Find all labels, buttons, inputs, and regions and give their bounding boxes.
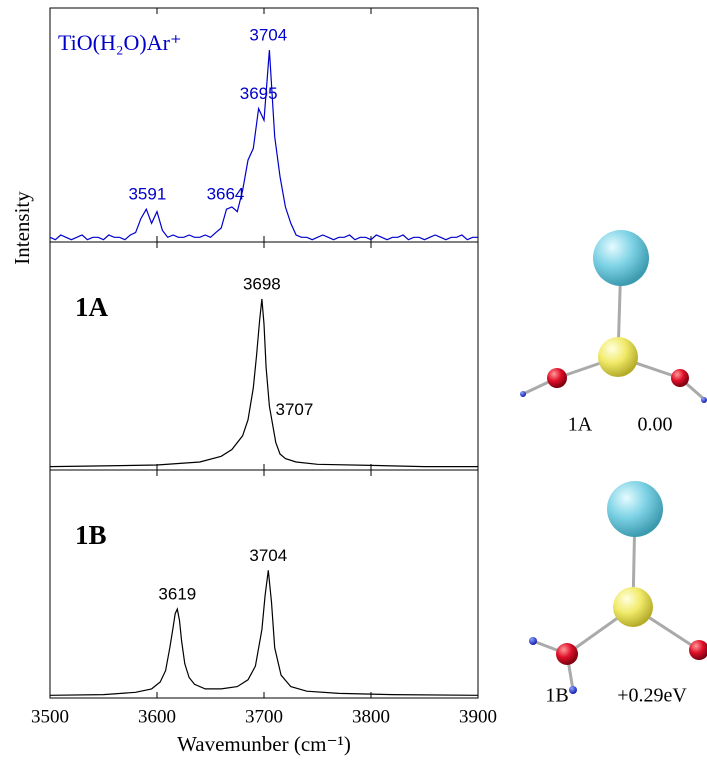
panel-label: TiO(H₂O)Ar⁺ bbox=[58, 30, 182, 55]
x-tick-label: 3600 bbox=[138, 706, 176, 727]
peak-label: 3698 bbox=[243, 274, 281, 293]
spectrum-line bbox=[49, 298, 478, 468]
peak-label: 3695 bbox=[240, 84, 278, 103]
peak-label: 3664 bbox=[207, 185, 245, 204]
peak-label: 3707 bbox=[275, 400, 313, 419]
peak-label: 3704 bbox=[249, 546, 287, 565]
x-tick-label: 3800 bbox=[352, 706, 390, 727]
panel-label: 1B bbox=[75, 520, 107, 550]
peak-label: 3704 bbox=[249, 26, 287, 45]
spectrum-line bbox=[49, 50, 478, 241]
x-tick-label: 3900 bbox=[459, 706, 497, 727]
y-axis-label: Intensity bbox=[10, 191, 34, 265]
x-tick-label: 3700 bbox=[245, 706, 283, 727]
structure-energy: +0.29eV bbox=[617, 685, 687, 707]
panel-label: 1A bbox=[75, 292, 109, 322]
structure-label: 1A bbox=[568, 414, 593, 436]
x-tick-label: 3500 bbox=[31, 706, 69, 727]
plot-frame bbox=[49, 469, 479, 699]
peak-label: 3591 bbox=[128, 185, 166, 204]
structure-energy: 0.00 bbox=[638, 414, 673, 436]
spectrum-line bbox=[49, 570, 479, 696]
peak-label: 3619 bbox=[158, 585, 196, 604]
structure-1b bbox=[529, 481, 707, 694]
x-axis-label: Wavemunber (cm⁻¹) bbox=[177, 732, 351, 756]
structure-label: 1B bbox=[545, 685, 568, 707]
structure-1a bbox=[520, 230, 707, 403]
